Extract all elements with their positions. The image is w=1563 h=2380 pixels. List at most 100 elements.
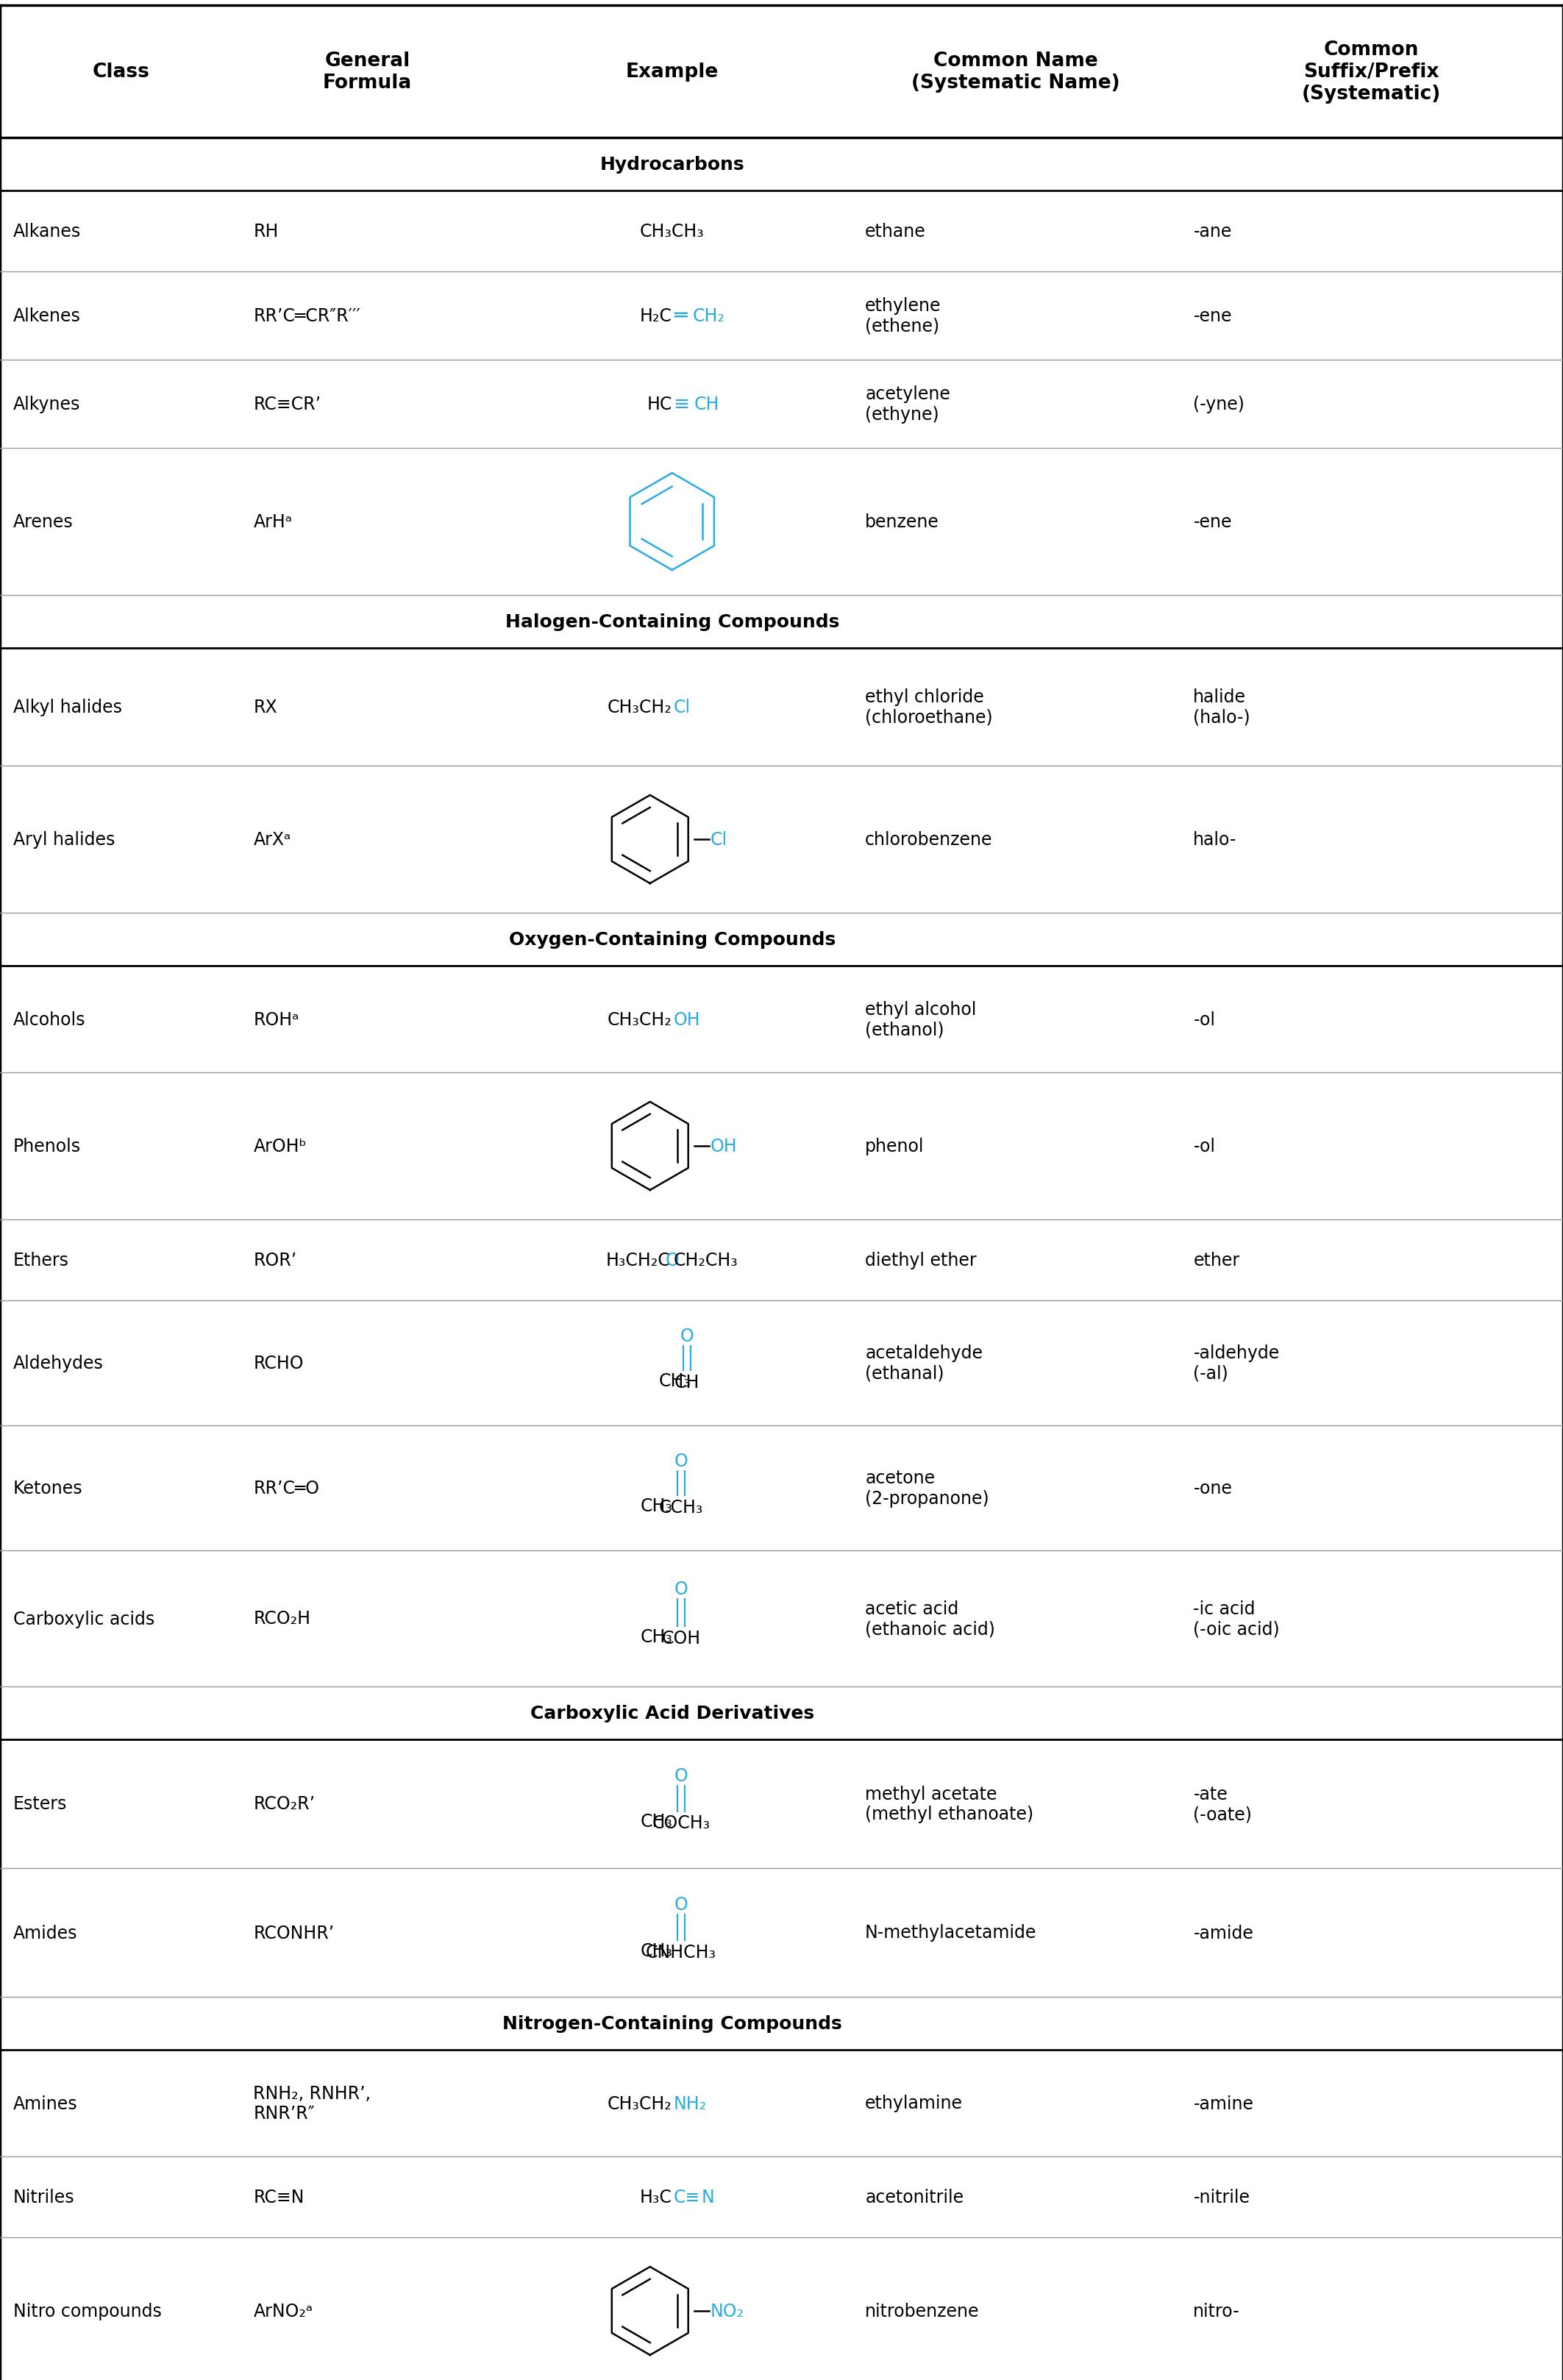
Text: ROHᵃ: ROHᵃ bbox=[253, 1012, 299, 1028]
Text: -nitrile: -nitrile bbox=[1193, 2187, 1250, 2206]
Text: Amines: Amines bbox=[13, 2094, 78, 2111]
Text: ═: ═ bbox=[674, 307, 686, 326]
Text: RC≡CR’: RC≡CR’ bbox=[253, 395, 320, 414]
Text: Cl: Cl bbox=[674, 697, 691, 716]
Text: CH: CH bbox=[694, 395, 719, 414]
Text: CNHCH₃: CNHCH₃ bbox=[646, 1942, 716, 1961]
Text: RCHO: RCHO bbox=[253, 1354, 303, 1371]
Text: nitro-: nitro- bbox=[1193, 2301, 1239, 2320]
Text: O: O bbox=[680, 1326, 694, 1345]
Text: Halogen-Containing Compounds: Halogen-Containing Compounds bbox=[505, 614, 839, 631]
Text: CH: CH bbox=[674, 1373, 700, 1390]
Text: CH₃: CH₃ bbox=[641, 1942, 672, 1959]
Text: acetonitrile: acetonitrile bbox=[864, 2187, 964, 2206]
Text: Aryl halides: Aryl halides bbox=[13, 831, 116, 850]
Text: Nitrogen-Containing Compounds: Nitrogen-Containing Compounds bbox=[502, 2013, 842, 2033]
Text: ROR’: ROR’ bbox=[253, 1252, 297, 1269]
Text: halo-: halo- bbox=[1193, 831, 1236, 850]
Text: Common Name
(Systematic Name): Common Name (Systematic Name) bbox=[911, 52, 1121, 93]
Text: CH₃: CH₃ bbox=[641, 1497, 672, 1514]
Text: General
Formula: General Formula bbox=[322, 52, 413, 93]
Text: O: O bbox=[674, 1894, 688, 1914]
Text: ArNO₂ᵃ: ArNO₂ᵃ bbox=[253, 2301, 313, 2320]
Text: acetone
(2-propanone): acetone (2-propanone) bbox=[864, 1468, 989, 1507]
Text: H₂C: H₂C bbox=[639, 307, 672, 326]
Text: CH₃CH₂: CH₃CH₂ bbox=[608, 1012, 672, 1028]
Text: acetaldehyde
(ethanal): acetaldehyde (ethanal) bbox=[864, 1345, 983, 1383]
Text: (-yne): (-yne) bbox=[1193, 395, 1244, 414]
Text: ethylene
(ethene): ethylene (ethene) bbox=[864, 298, 941, 336]
Text: H₃CH₂C: H₃CH₂C bbox=[606, 1252, 671, 1269]
Text: CH₃: CH₃ bbox=[641, 1628, 672, 1645]
Text: acetic acid
(ethanoic acid): acetic acid (ethanoic acid) bbox=[864, 1599, 996, 1637]
Text: -ic acid
(-oic acid): -ic acid (-oic acid) bbox=[1193, 1599, 1280, 1637]
Text: O: O bbox=[666, 1252, 678, 1269]
Text: CH₃CH₃: CH₃CH₃ bbox=[639, 224, 705, 240]
Text: Alkanes: Alkanes bbox=[13, 224, 81, 240]
Text: CH₃: CH₃ bbox=[660, 1371, 691, 1390]
Text: -ane: -ane bbox=[1193, 224, 1232, 240]
Text: H₃C: H₃C bbox=[639, 2187, 672, 2206]
Text: RC≡N: RC≡N bbox=[253, 2187, 305, 2206]
Text: -amide: -amide bbox=[1193, 1923, 1254, 1942]
Text: RCO₂H: RCO₂H bbox=[253, 1609, 311, 1628]
Text: -ate
(-oate): -ate (-oate) bbox=[1193, 1785, 1252, 1823]
Text: RCO₂R’: RCO₂R’ bbox=[253, 1795, 316, 1814]
Text: C≡: C≡ bbox=[674, 2187, 700, 2206]
Text: Alcohols: Alcohols bbox=[13, 1012, 86, 1028]
Text: CCH₃: CCH₃ bbox=[658, 1497, 703, 1516]
Text: Nitriles: Nitriles bbox=[13, 2187, 75, 2206]
Text: phenol: phenol bbox=[864, 1138, 924, 1154]
Text: N: N bbox=[702, 2187, 714, 2206]
Text: Class: Class bbox=[92, 62, 150, 81]
Text: Carboxylic Acid Derivatives: Carboxylic Acid Derivatives bbox=[530, 1704, 814, 1723]
Text: N-methylacetamide: N-methylacetamide bbox=[864, 1923, 1036, 1942]
Text: -ol: -ol bbox=[1193, 1138, 1216, 1154]
Text: Arenes: Arenes bbox=[13, 514, 73, 531]
Text: OH: OH bbox=[710, 1138, 738, 1154]
Text: Common
Suffix/Prefix
(Systematic): Common Suffix/Prefix (Systematic) bbox=[1302, 40, 1441, 105]
Text: RNH₂, RNHR’,
RNR’R″: RNH₂, RNHR’, RNR’R″ bbox=[253, 2085, 370, 2123]
Text: ArXᵃ: ArXᵃ bbox=[253, 831, 291, 850]
Text: ≡: ≡ bbox=[674, 395, 689, 414]
Text: methyl acetate
(methyl ethanoate): methyl acetate (methyl ethanoate) bbox=[864, 1785, 1033, 1823]
Text: CH₃: CH₃ bbox=[641, 1814, 672, 1830]
Text: OH: OH bbox=[674, 1012, 700, 1028]
Text: O: O bbox=[674, 1580, 688, 1597]
Text: Esters: Esters bbox=[13, 1795, 67, 1814]
Text: O: O bbox=[674, 1452, 688, 1468]
Text: -amine: -amine bbox=[1193, 2094, 1254, 2111]
Text: CH₂CH₃: CH₂CH₃ bbox=[674, 1252, 738, 1269]
Text: ArHᵃ: ArHᵃ bbox=[253, 514, 292, 531]
Text: Ethers: Ethers bbox=[13, 1252, 69, 1269]
Text: RCONHR’: RCONHR’ bbox=[253, 1923, 334, 1942]
Text: Carboxylic acids: Carboxylic acids bbox=[13, 1609, 155, 1628]
Text: NO₂: NO₂ bbox=[710, 2301, 744, 2320]
Text: Ketones: Ketones bbox=[13, 1480, 83, 1497]
Text: ethylamine: ethylamine bbox=[864, 2094, 963, 2111]
Text: NH₂: NH₂ bbox=[674, 2094, 706, 2111]
Text: ethane: ethane bbox=[864, 224, 925, 240]
Text: CH₂: CH₂ bbox=[692, 307, 725, 326]
Text: acetylene
(ethyne): acetylene (ethyne) bbox=[864, 386, 950, 424]
Text: ArOHᵇ: ArOHᵇ bbox=[253, 1138, 306, 1154]
Text: -ene: -ene bbox=[1193, 307, 1232, 326]
Text: ethyl alcohol
(ethanol): ethyl alcohol (ethanol) bbox=[864, 1000, 977, 1038]
Text: Alkenes: Alkenes bbox=[13, 307, 81, 326]
Text: Phenols: Phenols bbox=[13, 1138, 81, 1154]
Text: HC: HC bbox=[647, 395, 672, 414]
Text: CH₃CH₂: CH₃CH₂ bbox=[608, 2094, 672, 2111]
Text: Alkynes: Alkynes bbox=[13, 395, 80, 414]
Text: Oxygen-Containing Compounds: Oxygen-Containing Compounds bbox=[508, 931, 836, 950]
Text: COH: COH bbox=[661, 1630, 700, 1647]
Text: Aldehydes: Aldehydes bbox=[13, 1354, 103, 1371]
Text: RR’C═CR″R′′′: RR’C═CR″R′′′ bbox=[253, 307, 361, 326]
Text: -aldehyde
(-al): -aldehyde (-al) bbox=[1193, 1345, 1280, 1383]
Text: diethyl ether: diethyl ether bbox=[864, 1252, 977, 1269]
Text: COCH₃: COCH₃ bbox=[652, 1814, 710, 1833]
Text: RR’C═O: RR’C═O bbox=[253, 1480, 319, 1497]
Text: ethyl chloride
(chloroethane): ethyl chloride (chloroethane) bbox=[864, 688, 993, 726]
Text: -ene: -ene bbox=[1193, 514, 1232, 531]
Text: Amides: Amides bbox=[13, 1923, 78, 1942]
Text: RH: RH bbox=[253, 224, 278, 240]
